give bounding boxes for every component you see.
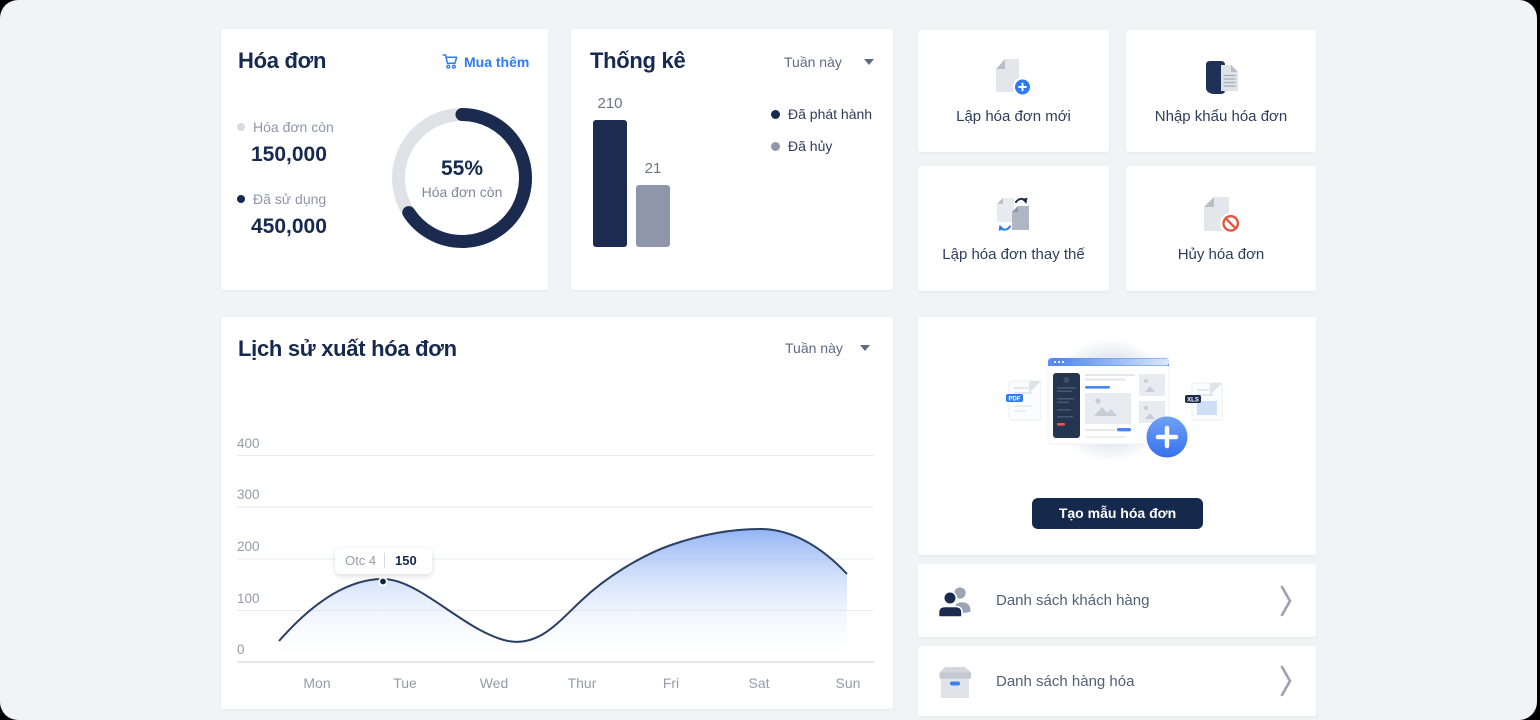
svg-text:PDF: PDF [1009,396,1021,402]
svg-text:XLS: XLS [1187,397,1199,403]
